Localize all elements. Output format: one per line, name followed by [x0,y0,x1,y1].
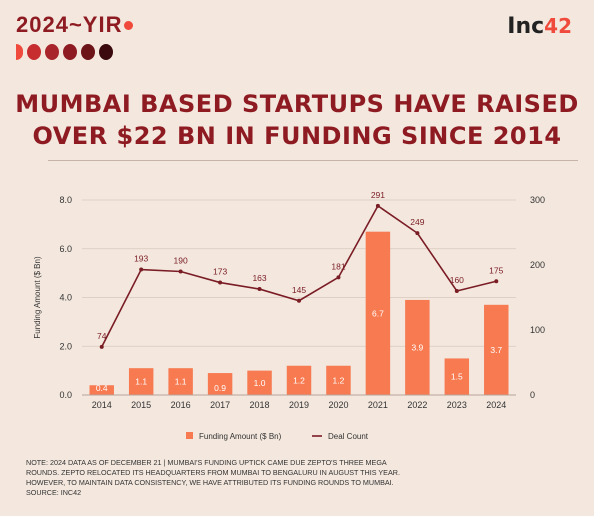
deal-count-point [415,231,420,236]
bar [168,368,193,395]
deal-count-label: 193 [134,254,148,264]
deal-count-point [375,203,380,208]
deal-count-label: 163 [252,273,266,283]
bar [207,373,233,395]
deal-count-label: 173 [213,267,227,277]
deal-count-label: 74 [97,331,107,341]
brand-shade-dot [27,44,41,60]
x-tick-label: 2022 [407,400,427,410]
chart-headline: MUMBAI BASED STARTUPS HAVE RAISED OVER $… [0,88,594,152]
brand-shade-dot [16,44,23,60]
x-tick-label: 2020 [328,400,348,410]
bar [128,368,154,395]
deal-count-label: 145 [292,285,306,295]
x-tick-label: 2024 [486,400,506,410]
y-tick-label: 4.0 [59,293,72,303]
brand-shade-dot [99,44,113,60]
y2-tick-label: 100 [530,325,545,335]
brand-shade-dot [45,44,59,60]
y-tick-label: 6.0 [59,244,72,254]
deal-count-point [178,269,183,274]
deal-count-label: 291 [371,190,385,200]
deal-count-point [297,298,301,303]
footnote-line-2: ROUNDS. ZEPTO RELOCATED ITS HEADQUARTERS… [26,468,400,477]
bar [484,304,509,395]
bar-value-label: 1.2 [333,375,345,385]
y2-tick-label: 200 [530,260,545,270]
bar [89,385,114,395]
headline-line-1: MUMBAI BASED STARTUPS HAVE RAISED [15,90,579,118]
deal-count-point [257,287,262,292]
deal-count-point [139,267,144,272]
bar [365,231,391,395]
bar-value-label: 3.9 [411,342,423,352]
headline-line-2: OVER $22 BN IN FUNDING SINCE 2014 [32,122,562,150]
bar [326,365,351,395]
bar [247,370,272,395]
y-tick-label: 0.0 [59,390,72,400]
brand-dot-icon [124,21,134,30]
legend-bar-swatch [186,432,193,439]
x-tick-label: 2023 [447,400,467,410]
x-tick-label: 2018 [250,400,270,410]
y2-tick-label: 300 [530,195,545,205]
bar [444,358,470,395]
x-tick-label: 2021 [368,400,388,410]
x-tick-label: 2017 [210,400,230,410]
x-tick-label: 2016 [171,400,191,410]
footnote: NOTE: 2024 DATA AS OF DECEMBER 21 | MUMB… [26,458,576,498]
logo-text: Inc [507,14,545,39]
brand-shade-bar [16,44,113,60]
x-tick-label: 2015 [131,400,151,410]
bar-value-label: 1.2 [293,375,305,385]
legend-line-label: Deal Count [328,432,369,441]
deal-count-label: 175 [489,265,503,275]
deal-count-point [336,275,341,280]
brand-shade-dot [63,44,77,60]
inc42-logo[interactable]: Inc42 [507,14,572,39]
footnote-source: SOURCE: INC42 [26,488,82,497]
y-tick-label: 2.0 [59,341,72,351]
bar-value-label: 1.5 [451,372,463,382]
y-tick-label: 8.0 [59,195,72,205]
brand-title-text: 2024~YIR [16,12,123,37]
footnote-line-3: HOWEVER, TO MAINTAIN DATA CONSISTENCY, W… [26,478,394,487]
brand-shade-dot [81,44,95,60]
bar-value-label: 1.0 [254,378,266,388]
deal-count-label: 160 [450,275,464,285]
deal-count-point [218,280,223,285]
bar-value-label: 1.1 [175,377,187,387]
bar-value-label: 0.4 [96,383,108,393]
logo-number: 42 [544,14,572,38]
bar [405,299,430,395]
x-tick-label: 2019 [289,400,309,410]
bar-value-label: 3.7 [490,345,502,355]
deal-count-label: 181 [331,261,345,271]
headline-divider [48,160,578,161]
x-tick-label: 2014 [92,400,112,410]
deal-count-point [494,279,499,284]
deal-count-point [99,344,104,349]
deal-count-label: 249 [410,217,424,227]
y-axis-label: Funding Amount ($ Bn) [33,256,42,339]
deal-count-label: 190 [174,256,188,266]
deal-count-line [101,204,497,348]
bar-value-label: 6.7 [372,308,384,318]
deal-count-point [454,289,459,293]
brand-title: 2024~YIR [16,12,134,38]
bar [286,365,312,395]
bar-value-label: 1.1 [135,377,147,387]
bar-value-label: 0.9 [214,383,226,393]
legend-bar-label: Funding Amount ($ Bn) [199,432,282,441]
footnote-line-1: NOTE: 2024 DATA AS OF DECEMBER 21 | MUMB… [26,458,387,467]
y2-tick-label: 0 [530,390,535,400]
